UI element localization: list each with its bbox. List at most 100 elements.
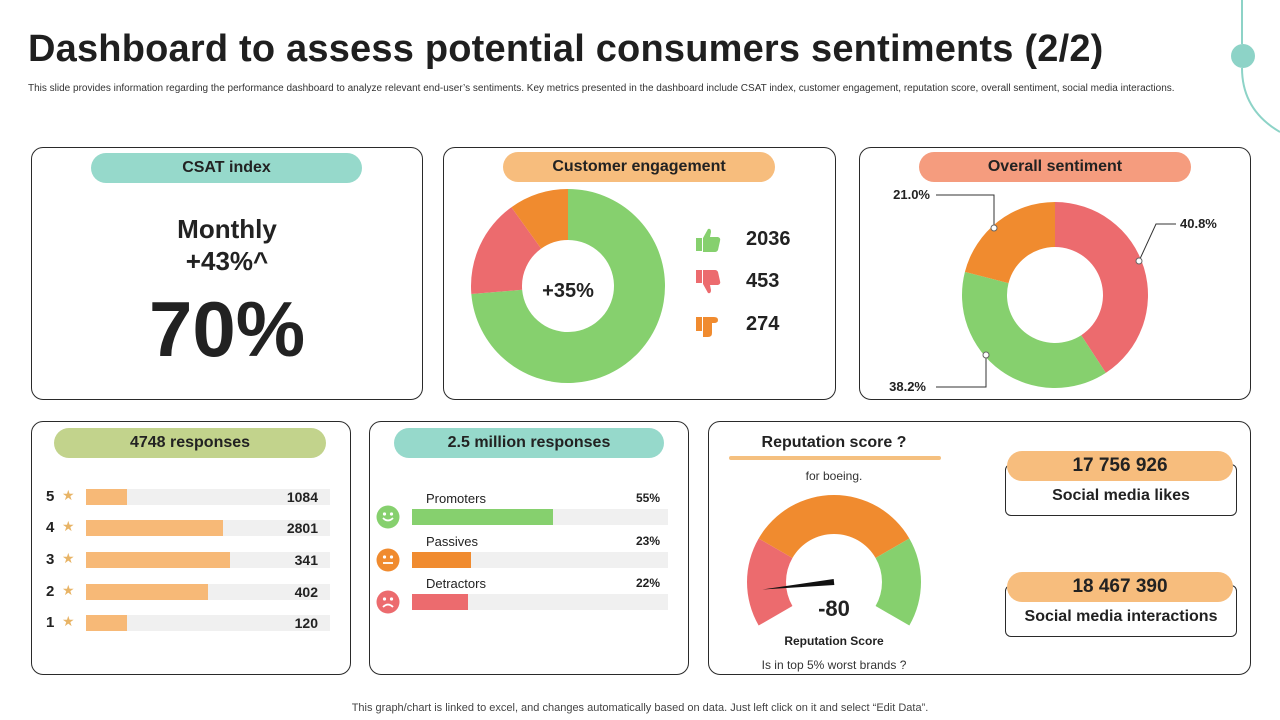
rating-bar — [86, 584, 208, 600]
rating-bar — [86, 552, 230, 568]
nps-row-passives: Passives 23% — [370, 534, 688, 578]
engagement-slice-positive — [471, 189, 665, 383]
rating-row-4: 4 ★ 2801 — [32, 518, 350, 538]
nps-row-detractors: Detractors 22% — [370, 576, 688, 620]
rating-bar — [86, 489, 127, 505]
rating-level: 2 — [46, 583, 55, 600]
csat-header: CSAT index — [91, 153, 362, 183]
rating-bar — [86, 615, 127, 631]
sentiment-leader-dot — [990, 224, 998, 232]
rating-level: 5 — [46, 488, 55, 505]
sentiment-leader-dot — [1135, 257, 1143, 265]
reputation-card: Reputation score ? for boeing. -80 Reput… — [708, 421, 1251, 675]
nps-bar-track — [412, 509, 668, 525]
rating-bar-track — [86, 552, 330, 568]
gauge-segment-high — [875, 538, 921, 626]
rating-row-3: 3 ★ 341 — [32, 550, 350, 570]
ratings-header: 4748 responses — [54, 428, 326, 458]
ratings-card: 4748 responses 5 ★ 1084 4 ★ 2801 3 ★ 341 2 ★ 402 1 ★ 1… — [31, 421, 351, 675]
corner-decoration — [1231, 0, 1280, 133]
nps-row-promoters: Promoters 55% — [370, 491, 688, 535]
sentiment-slice-positive — [962, 271, 1106, 388]
engagement-header: Customer engagement — [503, 152, 775, 182]
star-icon: ★ — [62, 613, 75, 629]
rating-bar-track — [86, 615, 330, 631]
rating-level: 3 — [46, 551, 55, 568]
nps-bar — [412, 594, 468, 610]
deco-circle — [1231, 44, 1255, 68]
nps-label: Passives — [426, 534, 479, 549]
star-icon: ★ — [62, 487, 75, 503]
star-icon: ★ — [62, 518, 75, 534]
likes-label: Social media likes — [1052, 487, 1190, 504]
engagement-neutral-value: 274 — [746, 313, 780, 335]
sad-face-icon — [376, 590, 400, 614]
nps-bar-track — [412, 552, 668, 568]
rating-bar-track — [86, 489, 330, 505]
page-subtitle: This slide provides information regardin… — [28, 83, 1175, 94]
deco-curve — [1241, 67, 1280, 133]
interactions-value: 18 467 390 — [1007, 572, 1233, 602]
star-icon: ★ — [62, 582, 75, 598]
reputation-gauge — [747, 495, 921, 626]
nps-header: 2.5 million responses — [394, 428, 664, 458]
sentiment-label-neutral: 21.0% — [893, 187, 930, 202]
gauge-needle — [762, 579, 835, 590]
csat-period: Monthly — [177, 214, 277, 244]
sentiment-label-negative: 40.8% — [1180, 216, 1217, 231]
hand-point-icon — [696, 317, 718, 337]
likes-value: 17 756 926 — [1007, 451, 1233, 481]
nps-bar — [412, 552, 471, 568]
engagement-slice-neutral — [511, 189, 568, 249]
star-icon: ★ — [62, 550, 75, 566]
reputation-question: Is in top 5% worst brands ? — [761, 658, 907, 672]
page-title: Dashboard to assess potential consumers … — [28, 28, 1104, 70]
reputation-label: Reputation Score — [784, 634, 884, 648]
sentiment-label-positive: 38.2% — [889, 379, 926, 394]
nps-percent: 22% — [635, 576, 660, 590]
engagement-card: Customer engagement +35% 2036 453 274 — [443, 147, 836, 400]
sentiment-leader-line — [936, 355, 987, 388]
sentiment-leader-dot — [982, 351, 990, 359]
csat-value: 70% — [148, 285, 306, 373]
nps-card: 2.5 million responses Promoters 55% Passiv… — [369, 421, 689, 675]
gauge-segment-mid — [758, 495, 910, 558]
engagement-positive-value: 2036 — [746, 228, 791, 250]
happy-face-icon — [376, 505, 400, 529]
rating-bar-track — [86, 520, 330, 536]
reputation-underline — [729, 456, 941, 460]
engagement-slice-negative — [471, 207, 542, 294]
reputation-title: Reputation score ? — [761, 434, 907, 451]
sentiment-donut: 40.8% 38.2% 21.0% — [889, 187, 1217, 394]
thumbs-down-icon — [696, 270, 721, 294]
rating-bar-track — [86, 584, 330, 600]
rating-count: 402 — [294, 584, 318, 600]
gauge-segment-low — [747, 538, 793, 626]
engagement-donut — [471, 189, 665, 383]
rating-count: 120 — [294, 615, 318, 631]
rating-count: 341 — [294, 552, 318, 568]
neutral-face-icon — [376, 548, 400, 572]
sentiment-card: Overall sentiment 40.8% 38.2% 21.0% — [859, 147, 1251, 400]
sentiment-slice-negative — [1055, 202, 1148, 373]
reputation-brand: for boeing. — [805, 469, 863, 483]
csat-card: CSAT index Monthly +43%^ 70% — [31, 147, 423, 400]
sentiment-slice-neutral — [964, 202, 1055, 284]
thumbs-up-icon — [696, 228, 721, 252]
rating-row-1: 1 ★ 120 — [32, 613, 350, 633]
rating-level: 4 — [46, 519, 55, 536]
rating-level: 1 — [46, 614, 55, 631]
interactions-label: Social media interactions — [1024, 608, 1218, 625]
rating-row-5: 5 ★ 1084 — [32, 487, 350, 507]
rating-count: 1084 — [286, 489, 318, 505]
nps-label: Promoters — [426, 491, 486, 506]
rating-bar — [86, 520, 223, 536]
rating-row-2: 2 ★ 402 — [32, 582, 350, 602]
nps-percent: 23% — [635, 534, 660, 548]
engagement-negative-value: 453 — [746, 270, 780, 292]
reputation-value: -80 — [818, 596, 850, 621]
nps-percent: 55% — [635, 491, 660, 505]
sentiment-leader-line — [936, 194, 995, 228]
rating-count: 2801 — [286, 520, 318, 536]
nps-bar — [412, 509, 553, 525]
